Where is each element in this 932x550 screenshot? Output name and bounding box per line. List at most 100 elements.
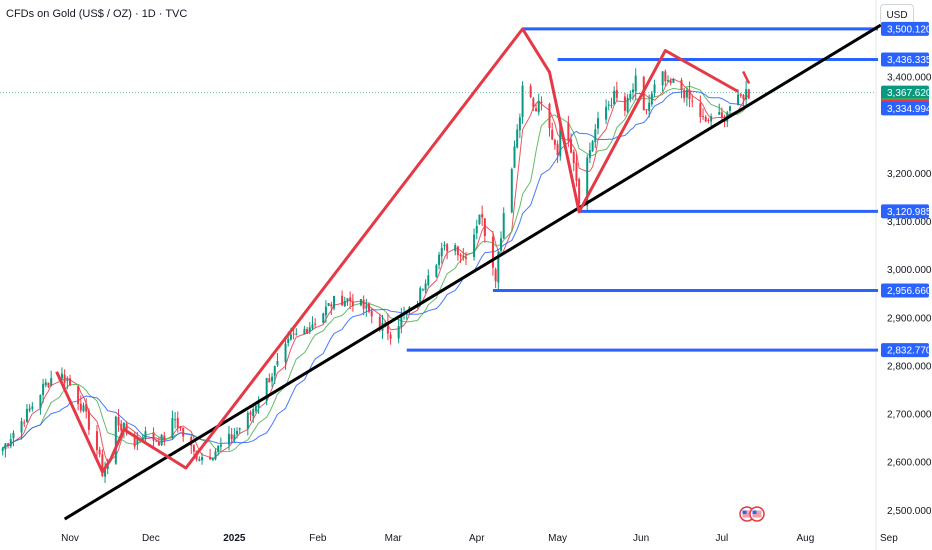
economic-events[interactable] <box>739 506 765 522</box>
candle-body <box>31 406 34 409</box>
candle <box>257 396 260 414</box>
candle <box>268 373 271 383</box>
candle-body <box>155 440 158 442</box>
candle-body <box>513 146 516 168</box>
candle-body <box>327 303 330 307</box>
candle-body <box>456 246 459 256</box>
candle-body <box>739 94 742 96</box>
moving-averages-layer <box>2 78 750 464</box>
candle-body <box>39 394 42 409</box>
candle <box>605 99 608 124</box>
candle-body <box>459 254 462 257</box>
candle <box>171 410 174 440</box>
candle <box>308 321 311 335</box>
candle <box>478 214 481 225</box>
candle-body <box>629 93 632 99</box>
candle-body <box>341 295 344 306</box>
candle-body <box>438 254 441 265</box>
candle-body <box>556 144 559 155</box>
candle-body <box>295 333 298 335</box>
candle-body <box>648 102 651 112</box>
candle-body <box>292 333 295 335</box>
candle <box>23 419 26 427</box>
us-flag-event-icon[interactable] <box>749 506 765 522</box>
price-tick-label: 2,600.000 <box>887 458 932 469</box>
flag-canton <box>742 510 747 514</box>
candle <box>306 326 309 334</box>
time-axis: Nov Dec 2025 Feb Mar Apr May Jun Jul Aug Sep <box>61 533 898 544</box>
candle-body <box>144 431 147 439</box>
candle <box>613 86 616 106</box>
time-tick-label: Sep <box>880 533 898 544</box>
trendline-layer <box>63 23 882 521</box>
candle <box>219 437 222 451</box>
candle-body <box>349 297 352 301</box>
candle-body <box>77 386 80 404</box>
pattern-layer <box>55 27 751 474</box>
candle-body <box>182 427 185 437</box>
candle <box>500 231 503 255</box>
candle-body <box>324 306 327 316</box>
candle-body <box>481 214 484 218</box>
candle-body <box>351 301 354 306</box>
candle-body <box>570 139 573 153</box>
ma-slow-line <box>2 90 749 449</box>
level-price-tag <box>881 283 929 298</box>
candle-body <box>114 416 117 464</box>
candle-body <box>478 214 481 225</box>
candle-body <box>160 434 163 446</box>
candle-body <box>551 129 554 140</box>
candle-body <box>465 257 467 259</box>
candle <box>12 430 15 447</box>
candle-body <box>98 449 101 455</box>
candle-body <box>664 71 667 82</box>
candle-body <box>42 383 45 396</box>
candle <box>4 443 7 458</box>
candle-body <box>289 334 292 340</box>
candle-body <box>60 373 63 379</box>
flag-canton <box>752 510 757 514</box>
candle-body <box>567 122 570 141</box>
candle-body <box>368 304 371 312</box>
candle-body <box>125 423 128 434</box>
candle-body <box>626 98 629 112</box>
candle-body <box>25 408 28 422</box>
candle-body <box>737 94 740 106</box>
candle <box>217 445 220 456</box>
price-tags-layer: 3,500.120 3,436.335 3,120.985 2,956.660 2,83… <box>881 21 932 358</box>
candle-body <box>645 109 648 111</box>
candle <box>252 405 255 423</box>
candle <box>629 90 632 103</box>
candle <box>346 298 349 306</box>
candle <box>230 427 233 444</box>
candle <box>529 83 532 99</box>
candle <box>44 378 47 388</box>
candle <box>370 308 373 324</box>
candle-body <box>475 225 478 234</box>
candle <box>510 167 513 214</box>
candle-body <box>535 108 538 112</box>
candle-body <box>362 299 365 309</box>
candle <box>114 415 117 465</box>
candle-body <box>502 213 505 239</box>
candle <box>596 111 599 135</box>
candle <box>502 207 505 239</box>
candle-body <box>85 403 88 412</box>
trendline <box>63 23 882 521</box>
candle <box>421 288 424 292</box>
candle-body <box>521 85 524 118</box>
candle <box>284 340 287 370</box>
candle-body <box>311 324 314 329</box>
candle-body <box>386 322 389 334</box>
candle <box>446 243 449 260</box>
candle <box>739 92 742 98</box>
candle-body <box>389 334 392 339</box>
time-tick-label: Dec <box>142 533 160 544</box>
candle <box>69 374 72 387</box>
candle <box>201 452 204 465</box>
candle-body <box>50 378 53 387</box>
candle <box>516 124 519 149</box>
candle-body <box>198 459 201 461</box>
price-tag-label: 3,367.620 <box>887 88 932 99</box>
